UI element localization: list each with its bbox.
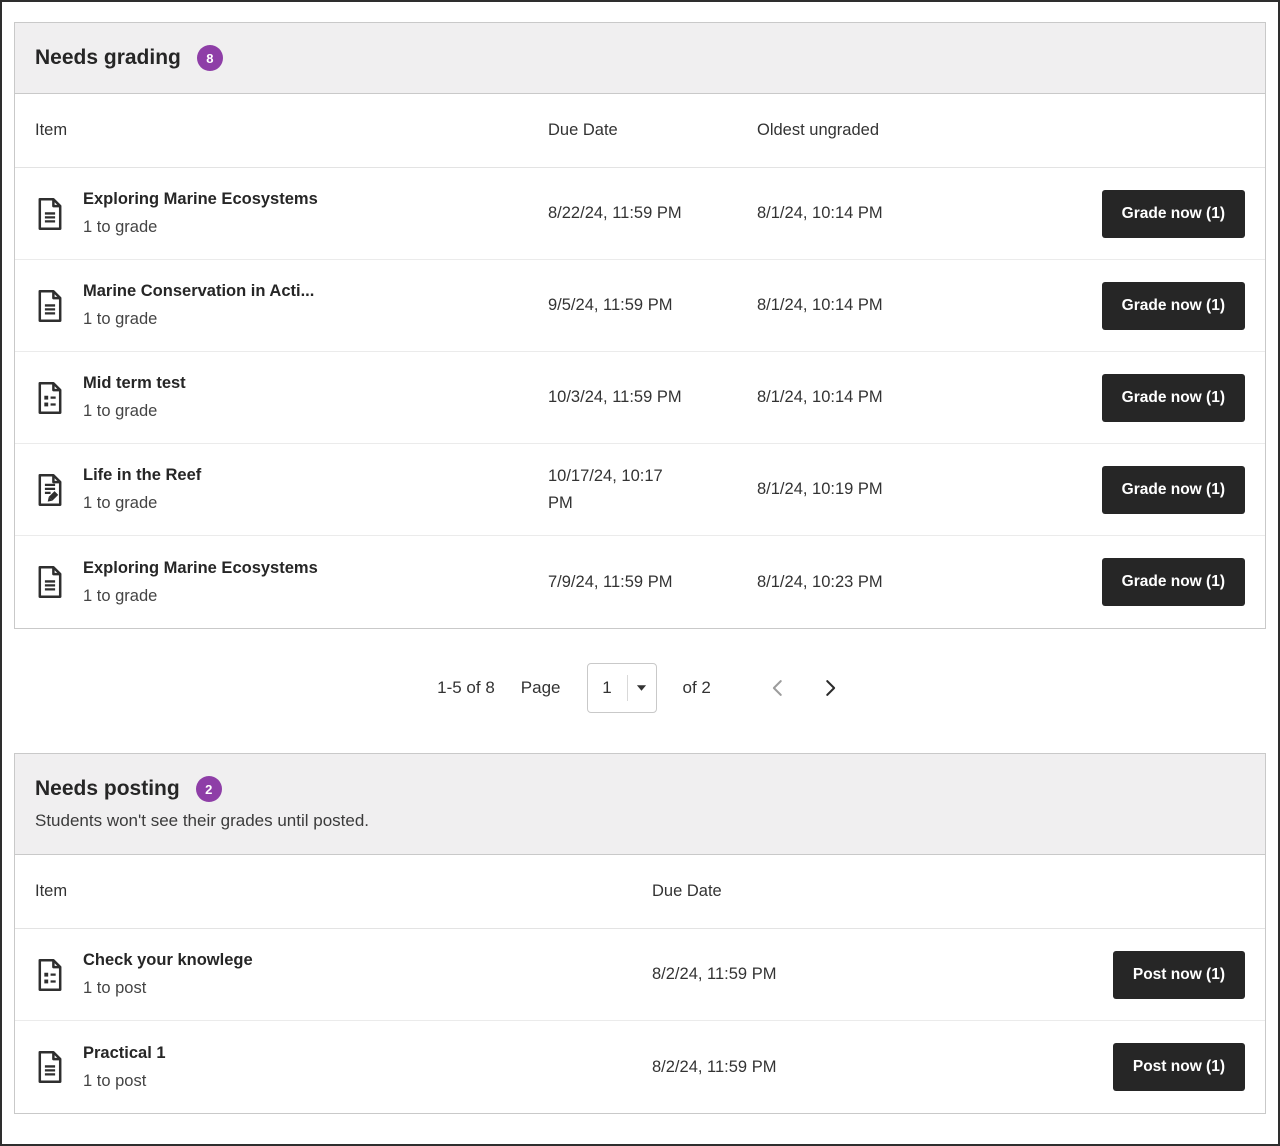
- page-select-value: 1: [602, 678, 612, 697]
- column-header-item: Item: [35, 882, 68, 900]
- oldest-ungraded-value: 8/1/24, 10:14 PM: [757, 204, 883, 222]
- item-subtitle: 1 to post: [83, 1071, 147, 1090]
- assignment-icon: [35, 473, 65, 507]
- table-row: Marine Conservation in Acti... 1 to grad…: [15, 260, 1265, 352]
- post-now-button[interactable]: Post now (1): [1112, 950, 1245, 999]
- chevron-down-icon: [628, 684, 656, 692]
- document-icon: [35, 197, 65, 231]
- table-row: Mid term test 1 to grade 10/3/24, 11:59 …: [15, 352, 1265, 444]
- pagination-of-total: of 2: [682, 678, 711, 697]
- document-icon: [35, 1050, 65, 1084]
- needs-grading-panel: Needs grading 8 Item Due Date Oldest ung…: [14, 22, 1266, 629]
- document-icon: [35, 289, 65, 323]
- table-row: Life in the Reef 1 to grade 10/17/24, 10…: [15, 444, 1265, 536]
- item-title[interactable]: Check your knowlege: [83, 951, 253, 969]
- divider: [626, 675, 628, 701]
- column-header-item: Item: [35, 121, 68, 139]
- table-row: Practical 1 1 to post 8/2/24, 11:59 PM P…: [15, 1021, 1265, 1113]
- needs-posting-count-badge: 2: [195, 776, 222, 802]
- due-date-value: 7/9/24, 11:59 PM: [548, 572, 673, 591]
- oldest-ungraded-value: 8/1/24, 10:14 PM: [757, 388, 883, 406]
- item-subtitle: 1 to grade: [83, 402, 158, 420]
- due-date-value: 10/17/24, 10:17 PM: [548, 466, 663, 512]
- item-title[interactable]: Exploring Marine Ecosystems: [83, 558, 318, 577]
- due-date-value: 10/3/24, 11:59 PM: [548, 388, 682, 406]
- panel-title: Needs posting: [35, 777, 180, 800]
- pagination: 1-5 of 8 Page 1 of 2: [2, 663, 1278, 713]
- document-icon: [35, 565, 65, 599]
- post-now-button[interactable]: Post now (1): [1112, 1043, 1245, 1091]
- pagination-range: 1-5 of 8: [437, 678, 495, 697]
- panel-title: Needs grading: [35, 46, 181, 69]
- oldest-ungraded-value: 8/1/24, 10:23 PM: [757, 572, 883, 591]
- table-row: Exploring Marine Ecosystems 1 to grade 8…: [15, 168, 1265, 260]
- item-title[interactable]: Marine Conservation in Acti...: [83, 282, 315, 300]
- item-subtitle: 1 to post: [83, 979, 147, 997]
- needs-posting-panel: Needs posting 2 Students won't see their…: [14, 753, 1266, 1114]
- column-header-due-date: Due Date: [548, 121, 618, 139]
- table-header: Item Due Date: [15, 855, 1265, 929]
- grade-now-button[interactable]: Grade now (1): [1101, 281, 1245, 330]
- item-subtitle: 1 to grade: [83, 218, 158, 236]
- due-date-value: 8/2/24, 11:59 PM: [652, 1057, 777, 1076]
- table-row: Exploring Marine Ecosystems 1 to grade 7…: [15, 536, 1265, 628]
- due-date-value: 9/5/24, 11:59 PM: [548, 296, 673, 314]
- previous-page-button[interactable]: [765, 675, 791, 701]
- due-date-value: 8/2/24, 11:59 PM: [652, 965, 777, 983]
- grade-now-button[interactable]: Grade now (1): [1101, 189, 1245, 238]
- item-title[interactable]: Exploring Marine Ecosystems: [83, 190, 318, 208]
- item-title[interactable]: Practical 1: [83, 1043, 166, 1062]
- pagination-page-label: Page: [520, 678, 561, 697]
- grade-now-button[interactable]: Grade now (1): [1101, 373, 1245, 422]
- oldest-ungraded-value: 8/1/24, 10:14 PM: [757, 296, 883, 314]
- page-select-dropdown[interactable]: 1: [586, 663, 657, 713]
- item-subtitle: 1 to grade: [83, 494, 158, 512]
- item-subtitle: 1 to grade: [83, 310, 158, 328]
- column-header-oldest-ungraded: Oldest ungraded: [757, 121, 880, 139]
- item-title[interactable]: Life in the Reef: [83, 466, 202, 484]
- needs-grading-header: Needs grading 8: [15, 23, 1265, 94]
- due-date-value: 8/22/24, 11:59 PM: [548, 204, 682, 222]
- test-icon: [35, 381, 65, 415]
- panel-subtitle: Students won't see their grades until po…: [35, 811, 370, 830]
- item-title[interactable]: Mid term test: [83, 374, 186, 392]
- grade-now-button[interactable]: Grade now (1): [1101, 558, 1245, 606]
- next-page-button[interactable]: [817, 675, 843, 701]
- column-header-due-date: Due Date: [652, 882, 722, 900]
- test-icon: [35, 958, 65, 992]
- table-header: Item Due Date Oldest ungraded: [15, 94, 1265, 168]
- table-row: Check your knowlege 1 to post 8/2/24, 11…: [15, 929, 1265, 1021]
- needs-grading-count-badge: 8: [196, 45, 223, 71]
- grade-now-button[interactable]: Grade now (1): [1101, 465, 1245, 514]
- oldest-ungraded-value: 8/1/24, 10:19 PM: [757, 480, 883, 498]
- item-subtitle: 1 to grade: [83, 586, 158, 605]
- needs-posting-header: Needs posting 2 Students won't see their…: [15, 754, 1265, 855]
